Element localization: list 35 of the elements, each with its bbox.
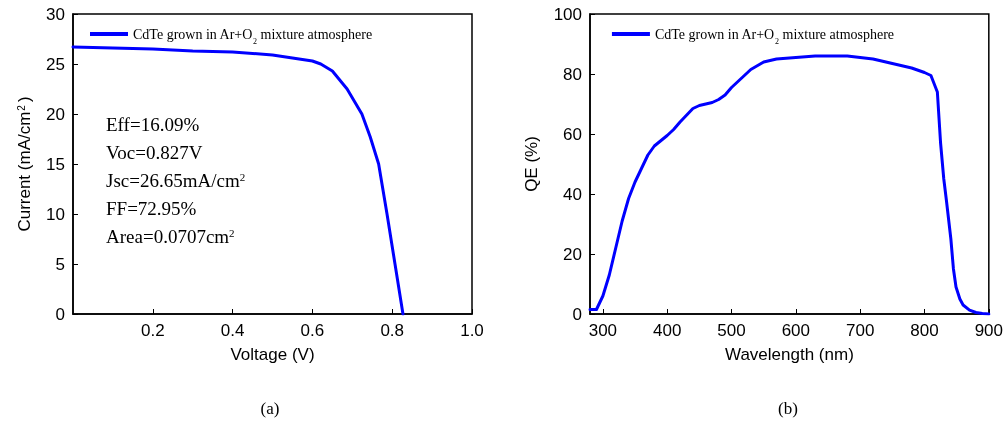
- x-tick-label: 700: [845, 321, 875, 340]
- x-axis-title: Voltage (V): [230, 345, 315, 364]
- x-tick-label: 900: [974, 321, 1004, 340]
- y-axis-title: QE (%): [522, 136, 541, 192]
- annotation: Eff=16.09%: [106, 114, 200, 135]
- x-tick-label: 1.0: [460, 321, 484, 340]
- y-tick-label: 20: [46, 104, 65, 124]
- x-axis-title: Wavelength (nm): [725, 345, 854, 364]
- y-tick-label: 25: [46, 54, 65, 74]
- annotation: FF=72.95%: [106, 198, 197, 219]
- text: (a): [260, 399, 280, 418]
- y-tick-label: 10: [46, 204, 65, 224]
- text: (b): [778, 399, 798, 418]
- x-tick-label: 0.8: [380, 321, 405, 340]
- y-tick-label: 30: [46, 4, 65, 24]
- line-series: [71, 45, 405, 316]
- y-tick-label: 5: [55, 254, 65, 274]
- y-tick-label: 40: [563, 184, 582, 204]
- y-tick-label: 0: [572, 304, 582, 324]
- x-tick-label: 400: [653, 321, 682, 340]
- y-tick-label: 80: [563, 64, 582, 84]
- x-tick-label: 0.2: [140, 321, 165, 340]
- x-tick-label: 600: [781, 321, 811, 340]
- x-tick-label: 0.4: [220, 321, 245, 340]
- y-tick-label: 20: [563, 244, 582, 264]
- x-tick-label: 800: [910, 321, 939, 340]
- x-tick-label: 300: [588, 321, 618, 340]
- y-tick-label: 60: [563, 124, 582, 144]
- y-tick-label: 100: [553, 4, 582, 24]
- y-tick-label: 15: [46, 154, 65, 174]
- y-tick-label: 0: [55, 304, 65, 324]
- annotation: Voc=0.827V: [106, 142, 203, 163]
- x-tick-label: 0.6: [300, 321, 325, 340]
- x-tick-label: 500: [717, 321, 746, 340]
- y-axis-title: Current (mA/cm2): [15, 96, 34, 232]
